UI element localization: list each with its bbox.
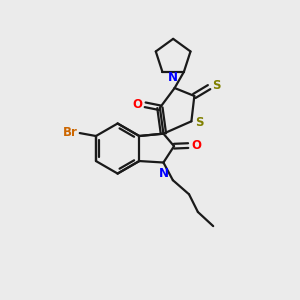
- Text: S: S: [212, 79, 220, 92]
- Text: O: O: [132, 98, 142, 111]
- Text: O: O: [191, 139, 201, 152]
- Text: S: S: [195, 116, 203, 129]
- Text: N: N: [159, 167, 169, 180]
- Text: Br: Br: [62, 126, 77, 139]
- Text: N: N: [168, 71, 178, 85]
